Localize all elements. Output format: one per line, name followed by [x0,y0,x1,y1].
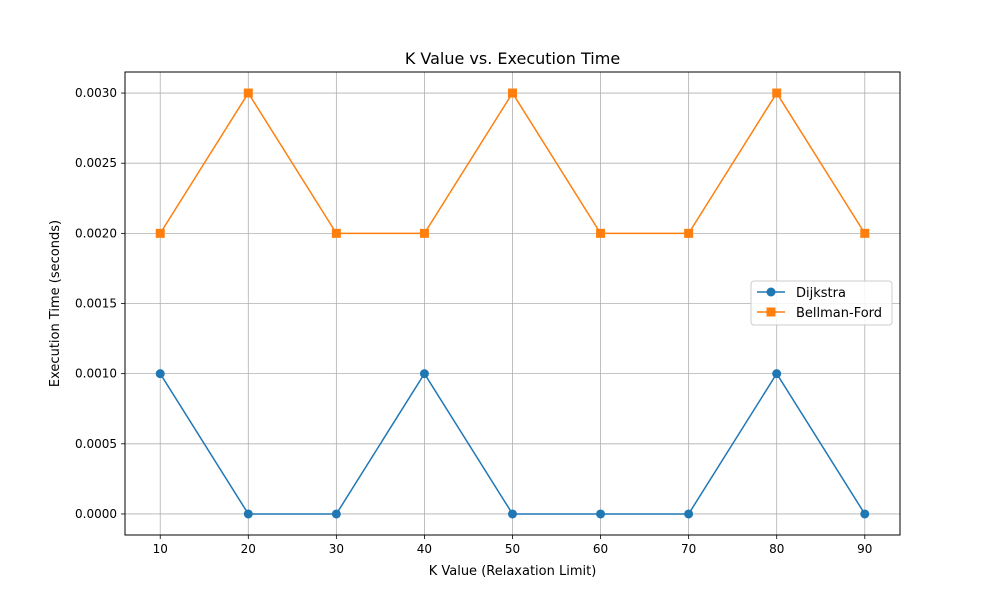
data-point-bellman-ford [331,228,341,238]
data-point-dijkstra [155,369,165,379]
x-axis-ticks: 10 20 30 40 50 60 70 80 90 [153,535,872,556]
data-point-dijkstra [772,369,782,379]
y-tick-label: 0.0000 [75,507,117,521]
y-tick-label: 0.0020 [75,226,117,240]
data-point-dijkstra [419,369,429,379]
data-point-bellman-ford [860,228,870,238]
y-tick-label: 0.0025 [75,156,117,170]
chart-title: K Value vs. Execution Time [405,49,620,68]
x-tick-label: 80 [769,542,784,556]
data-point-dijkstra [331,509,341,519]
x-tick-label: 40 [417,542,432,556]
y-axis-label: Execution Time (seconds) [48,220,63,387]
x-axis-label: K Value (Relaxation Limit) [429,564,597,579]
y-tick-label: 0.0030 [75,86,117,100]
data-point-dijkstra [508,509,517,519]
data-point-bellman-ford [684,228,694,238]
data-point-dijkstra [684,509,694,519]
data-point-dijkstra [860,509,870,519]
legend-label-dijkstra: Dijkstra [796,286,846,301]
x-tick-label: 70 [681,542,696,556]
data-point-dijkstra [596,509,606,519]
data-point-bellman-ford [772,88,782,98]
x-tick-label: 30 [329,542,344,556]
data-point-bellman-ford [508,88,517,98]
x-tick-label: 50 [505,542,520,556]
legend-box [750,280,893,326]
y-tick-label: 0.0015 [75,297,117,311]
legend-marker-bellman-ford [766,307,776,317]
x-tick-label: 10 [153,542,168,556]
legend-marker-dijkstra [766,287,776,297]
legend-label-bellman-ford: Bellman-Ford [796,306,882,321]
y-tick-label: 0.0005 [75,437,117,451]
data-point-bellman-ford [419,228,429,238]
y-tick-label: 0.0010 [75,367,117,381]
x-tick-label: 60 [593,542,608,556]
y-axis-ticks: 0.0000 0.0005 0.0010 0.0015 0.0020 0.0025 0.00… [75,86,125,521]
data-point-dijkstra [243,509,253,519]
data-point-bellman-ford [596,228,606,238]
x-tick-label: 90 [857,542,872,556]
data-point-bellman-ford [155,228,165,238]
legend: Dijkstra Bellman-Ford [750,280,893,326]
series-layer [155,88,870,519]
data-point-bellman-ford [243,88,253,98]
x-tick-label: 20 [241,542,256,556]
